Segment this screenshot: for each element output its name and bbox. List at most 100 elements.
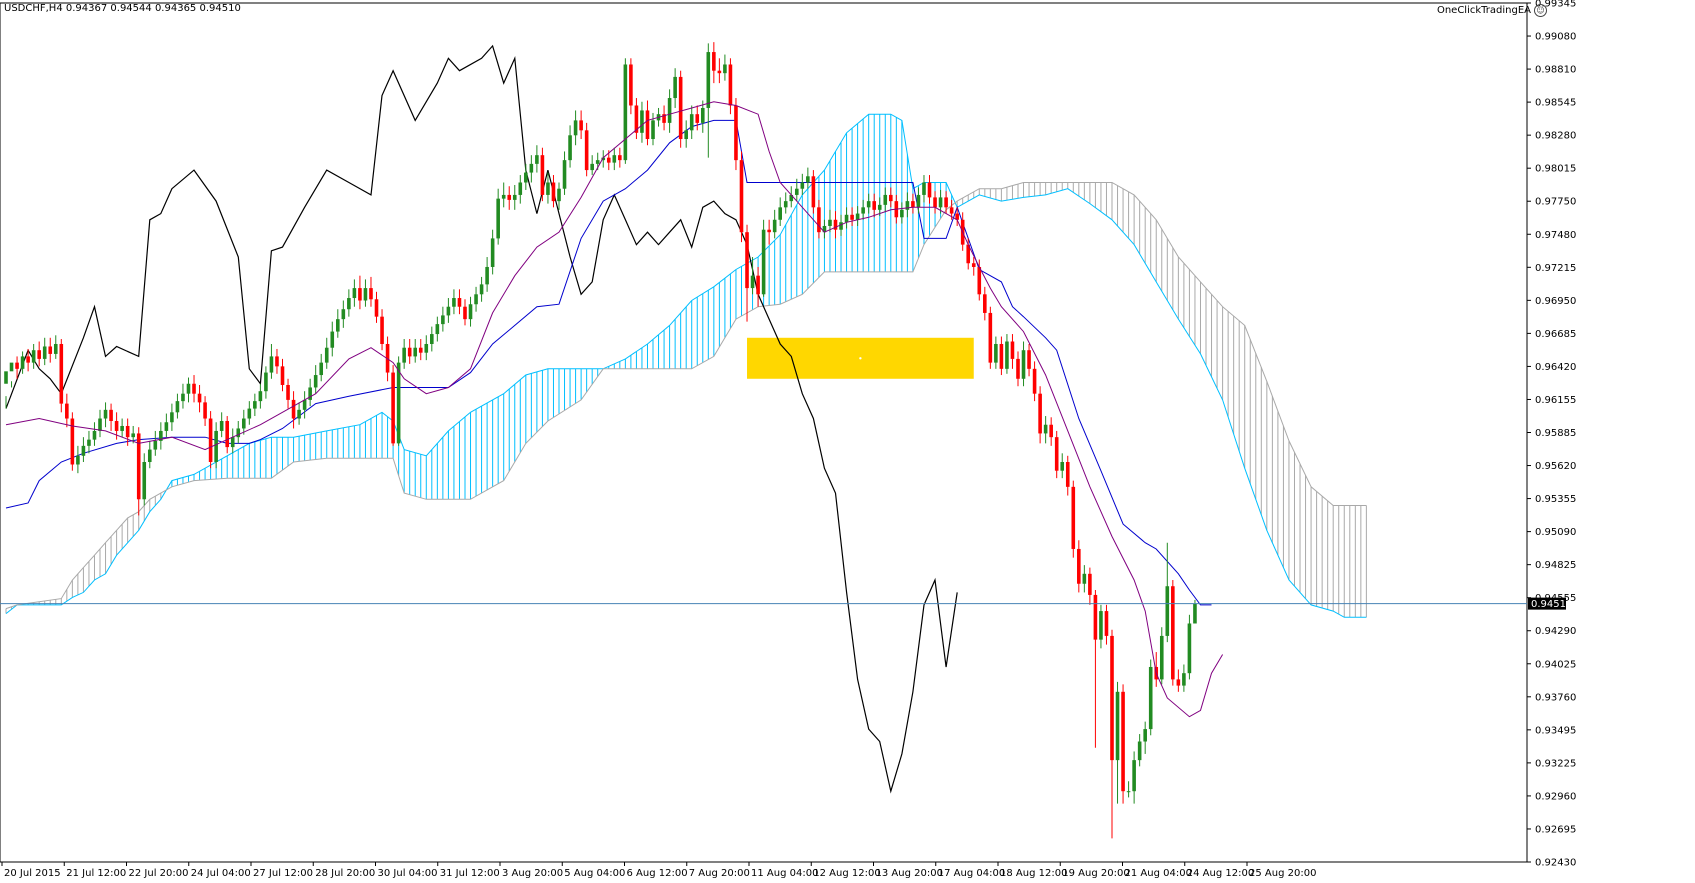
tenkan-sen-line: [5, 101, 1224, 718]
bull-candle: [324, 347, 329, 363]
x-tick-label: 11 Aug 04:00: [751, 868, 818, 879]
bull-candle: [413, 347, 418, 357]
bear-candle: [418, 347, 423, 353]
y-tick-label: 0.93495: [1535, 725, 1576, 736]
bear-candle: [1071, 486, 1076, 549]
bear-candle: [1088, 573, 1092, 595]
bear-candle: [584, 130, 589, 171]
bear-candle: [540, 155, 545, 195]
expert-advisor-label[interactable]: OneClickTradingEA ☺: [1437, 4, 1547, 17]
bear-candle: [136, 433, 141, 500]
bull-candle: [794, 188, 799, 195]
bull-candle: [612, 155, 617, 163]
x-tick-label: 25 Aug 20:00: [1249, 868, 1316, 879]
bear-candle: [695, 114, 700, 123]
bull-candle: [938, 197, 943, 208]
bull-candle: [822, 225, 827, 233]
bull-candle: [568, 135, 572, 161]
x-tick-label: 17 Aug 04:00: [938, 868, 1005, 879]
bull-candle: [230, 437, 235, 448]
bull-candle: [53, 343, 58, 354]
bear-candle: [579, 120, 583, 131]
bear-candle: [955, 213, 959, 220]
y-tick-label: 0.94825: [1535, 560, 1576, 571]
bull-candle: [1143, 729, 1147, 742]
bull-candle: [159, 430, 163, 441]
bull-candle: [1193, 603, 1197, 624]
bull-candle: [667, 98, 672, 123]
bull-candle: [31, 350, 36, 363]
bear-candle: [606, 157, 611, 163]
bear-candle: [889, 194, 893, 202]
y-tick-label: 0.98280: [1535, 131, 1576, 142]
bear-candle: [1121, 691, 1125, 792]
bull-candle: [546, 182, 550, 195]
bull-candle: [855, 213, 860, 220]
bull-candle: [219, 421, 224, 431]
bull-candle: [175, 401, 180, 413]
bull-candle: [789, 194, 794, 202]
bull-candle: [916, 194, 921, 208]
bear-candle: [949, 207, 954, 214]
bear-candle: [728, 64, 733, 106]
bull-candle: [236, 428, 241, 438]
bear-candle: [1010, 341, 1015, 359]
bear-candle: [966, 244, 971, 264]
bull-candle: [319, 362, 324, 376]
bull-candle: [651, 120, 655, 140]
bull-candle: [153, 440, 158, 450]
current-price-label: 0.94510: [1531, 599, 1572, 610]
bull-candle: [673, 76, 677, 99]
bear-candle: [872, 201, 877, 210]
bull-candle: [269, 356, 274, 373]
smiley-icon[interactable]: ☺: [1534, 4, 1547, 17]
bull-candle: [247, 408, 252, 419]
y-tick-label: 0.93225: [1535, 758, 1576, 769]
bull-candle: [258, 391, 263, 402]
chart-header: USDCHF,H4 0.94367 0.94544 0.94365 0.9451…: [4, 3, 241, 14]
bull-candle: [92, 430, 97, 440]
bear-candle: [125, 425, 130, 438]
bear-candle: [662, 114, 666, 123]
expert-name: OneClickTradingEA: [1436, 5, 1531, 16]
bull-candle: [1137, 741, 1142, 761]
bear-candle: [15, 362, 19, 369]
bear-candle: [1093, 594, 1098, 640]
bull-candle: [1159, 635, 1164, 680]
bull-candle: [905, 201, 910, 210]
bull-candle: [20, 356, 25, 369]
y-tick-label: 0.99345: [1535, 0, 1576, 10]
bear-candle: [225, 421, 229, 448]
bear-candle: [1104, 611, 1109, 636]
bull-candle: [479, 284, 484, 295]
zone-center-handle[interactable]: [859, 357, 862, 360]
bear-candle: [208, 418, 213, 463]
x-tick-label: 3 Aug 20:00: [502, 868, 563, 879]
bull-candle: [446, 306, 451, 316]
bear-candle: [37, 350, 41, 359]
bull-candle: [474, 294, 478, 305]
bear-candle: [971, 263, 976, 267]
bull-candle: [806, 176, 810, 183]
bull-candle: [1165, 586, 1170, 636]
bull-candle: [352, 288, 357, 299]
bull-candle: [103, 409, 108, 419]
y-tick-label: 0.95620: [1535, 461, 1576, 472]
bull-candle: [120, 425, 124, 431]
y-tick-label: 0.94025: [1535, 659, 1576, 670]
bull-candle: [485, 266, 489, 285]
bear-candle: [850, 214, 854, 220]
bull-candle: [562, 160, 567, 189]
y-tick-label: 0.94290: [1535, 626, 1576, 637]
x-tick-label: 24 Jul 04:00: [191, 868, 251, 879]
x-tick-label: 7 Aug 20:00: [689, 868, 750, 879]
bull-candle: [1182, 673, 1186, 686]
bull-candle: [1115, 691, 1120, 761]
bear-candle: [407, 347, 412, 357]
bull-candle: [601, 157, 606, 161]
bull-candle: [341, 309, 346, 320]
bull-candle: [623, 64, 628, 161]
bull-candle: [590, 163, 594, 171]
bull-candle: [302, 399, 307, 410]
